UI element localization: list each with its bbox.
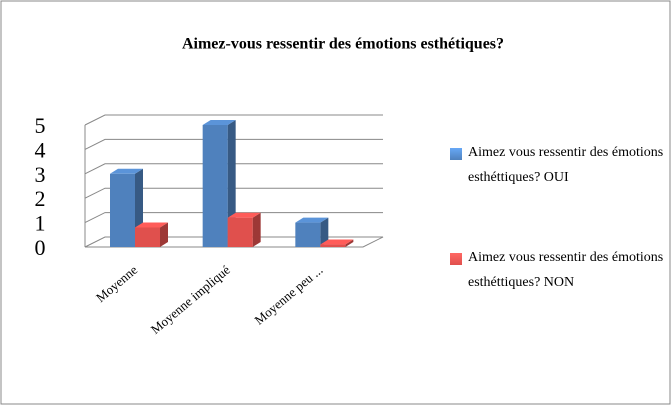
bar <box>202 125 228 247</box>
bar-top <box>135 222 168 228</box>
y-tick-label: 2 <box>35 186 46 211</box>
y-tick-label: 1 <box>35 211 46 236</box>
grid-line <box>84 163 383 175</box>
bar <box>227 217 253 247</box>
bar <box>295 222 321 247</box>
legend-label: Aimez vous ressentir des émotions esthét… <box>468 145 664 185</box>
bar-side <box>252 212 261 247</box>
y-tick-label: 3 <box>35 162 46 187</box>
bar <box>135 227 160 247</box>
y-tick-label: 4 <box>35 137 46 162</box>
bar-top <box>227 212 261 218</box>
bar-top <box>295 217 329 223</box>
bar-top <box>320 239 354 245</box>
legend-swatch <box>450 253 462 265</box>
legend-label: Aimez vous ressentir des émotions esthét… <box>468 250 664 290</box>
grid-line <box>84 114 383 126</box>
y-tick-label: 0 <box>35 235 46 260</box>
bar-top <box>110 168 143 174</box>
bar-side <box>320 217 329 247</box>
chart-title: Aimez-vous ressentir des émotions esthét… <box>182 36 504 53</box>
legend-swatch <box>450 148 462 160</box>
bar-top <box>202 120 236 125</box>
bar <box>320 244 346 247</box>
grid-line <box>84 138 383 150</box>
y-tick-label: 5 <box>35 113 46 138</box>
bar-side <box>160 222 168 247</box>
grid-line <box>84 187 383 199</box>
bar <box>110 173 135 247</box>
bar-side <box>345 239 354 247</box>
grid-line <box>84 212 383 224</box>
